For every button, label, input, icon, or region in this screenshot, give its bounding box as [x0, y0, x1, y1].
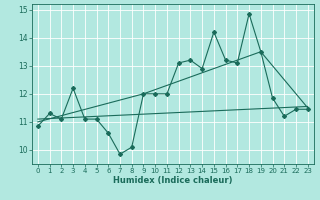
X-axis label: Humidex (Indice chaleur): Humidex (Indice chaleur) — [113, 176, 233, 185]
